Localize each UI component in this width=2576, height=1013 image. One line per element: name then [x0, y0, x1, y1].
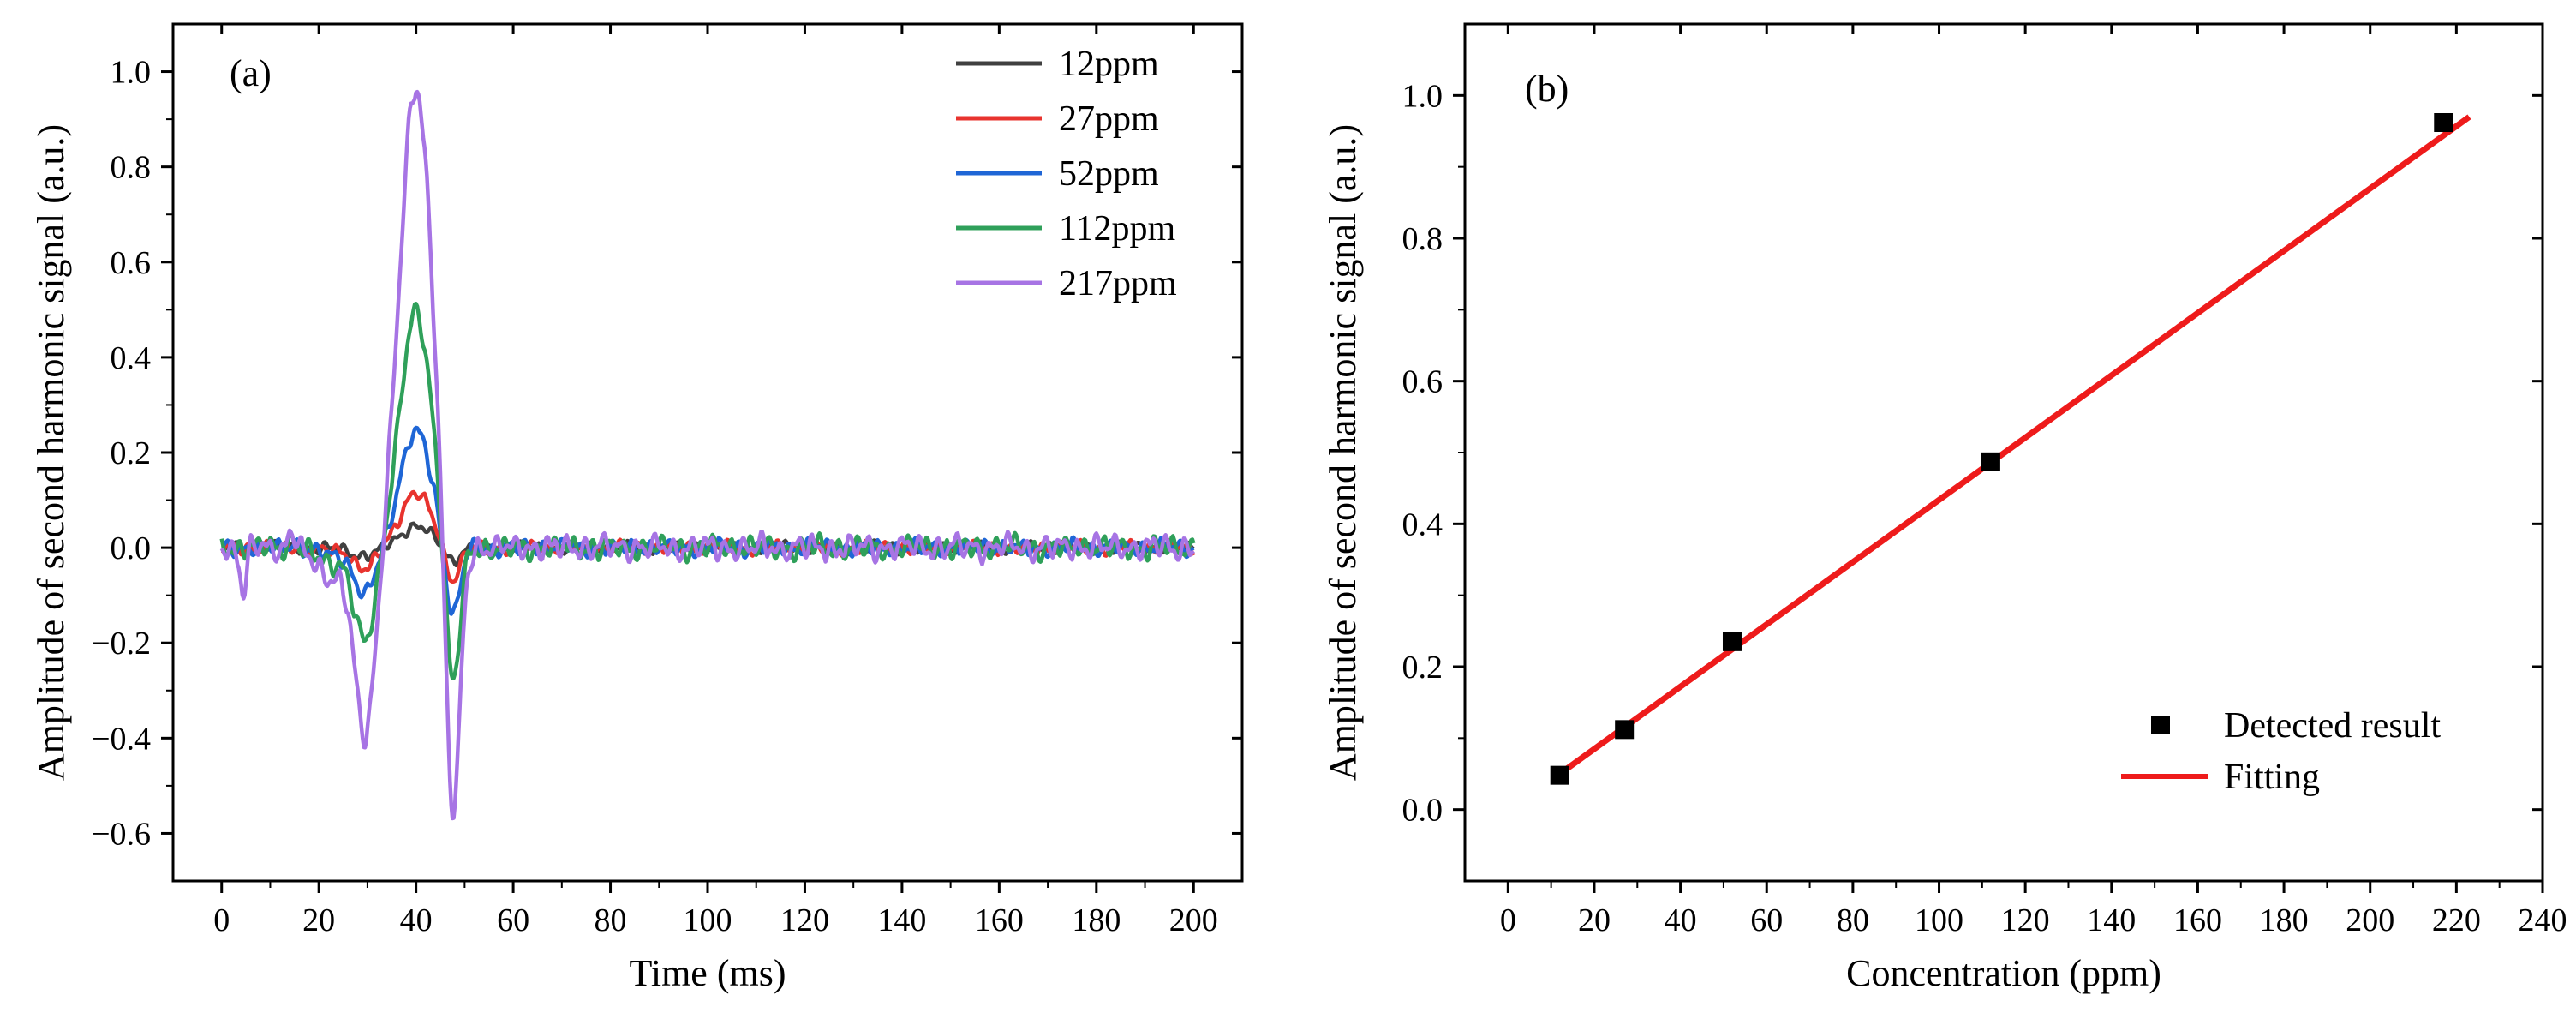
x-axis-title: Time (ms): [630, 952, 786, 994]
x-tick-label: 40: [1665, 902, 1697, 938]
data-point: [2434, 113, 2453, 132]
y-tick-label: 0.6: [111, 245, 152, 281]
data-point: [1550, 765, 1569, 785]
x-tick-label: 160: [2173, 902, 2222, 938]
y-tick-label: 0.4: [111, 340, 152, 376]
y-axis-title: Amplitude of second harmonic signal (a.u…: [1322, 124, 1364, 781]
legend-label-52ppm: 52ppm: [1059, 154, 1159, 194]
series-line-217ppm: [219, 89, 1195, 821]
legend-label-12ppm: 12ppm: [1059, 45, 1159, 84]
y-tick-label: 0.6: [1402, 364, 1443, 400]
x-tick-label: 240: [2519, 902, 2567, 938]
y-tick-label: 0.2: [1402, 650, 1443, 686]
legend-label-fitting: Fitting: [2224, 758, 2320, 797]
series-line-112ppm: [219, 301, 1196, 680]
x-tick-label: 100: [684, 902, 732, 938]
x-tick-label: 80: [595, 902, 627, 938]
x-axis-title: Concentration (ppm): [1846, 952, 2161, 994]
legend-label-217ppm: 217ppm: [1059, 264, 1177, 303]
y-tick-label: 1.0: [111, 55, 152, 91]
x-tick-label: 180: [1072, 902, 1121, 938]
x-tick-label: 60: [1750, 902, 1783, 938]
plot-frame: [171, 22, 1244, 883]
x-tick-label: 160: [975, 902, 1024, 938]
data-point: [1722, 632, 1742, 651]
legend-label-27ppm: 27ppm: [1059, 99, 1159, 139]
fit-line: [1557, 114, 2471, 776]
x-tick-label: 220: [2432, 902, 2481, 938]
x-tick-label: 80: [1837, 902, 1869, 938]
x-tick-label: 140: [2087, 902, 2136, 938]
y-tick-label: 1.0: [1402, 78, 1443, 114]
y-tick-label: −0.6: [92, 816, 151, 852]
x-tick-label: 40: [400, 902, 433, 938]
x-tick-label: 200: [1169, 902, 1218, 938]
y-axis-title: Amplitude of second harmonic signal (a.u…: [30, 124, 72, 781]
x-tick-label: 100: [1915, 902, 1963, 938]
y-tick-label: −0.4: [92, 721, 151, 757]
y-tick-label: 0.8: [1402, 221, 1443, 257]
data-point: [1981, 452, 2000, 471]
x-tick-label: 20: [302, 902, 335, 938]
series-line-52ppm: [220, 425, 1195, 616]
y-tick-label: 0.2: [111, 435, 152, 471]
y-tick-label: 0.4: [1402, 506, 1443, 542]
x-tick-label: 180: [2260, 902, 2309, 938]
data-point: [1615, 720, 1635, 740]
x-tick-label: 120: [780, 902, 829, 938]
y-tick-label: 0.0: [111, 530, 152, 566]
panel-a-time-series-chart: 0 20 40 60 80 100 120 140 160 180 200 −0.6 −0.4 −0.2 0…: [30, 22, 1244, 994]
x-tick-label: 20: [1578, 902, 1611, 938]
x-tick-label: 120: [2001, 902, 2050, 938]
x-tick-label: 0: [1500, 902, 1516, 938]
panel-label: (b): [1525, 68, 1569, 110]
x-tick-label: 0: [213, 902, 230, 938]
y-tick-label: 0.0: [1402, 793, 1443, 829]
x-tick-label: 140: [877, 902, 926, 938]
legend-label-112ppm: 112ppm: [1059, 209, 1175, 249]
legend-marker-detected-result: [2151, 716, 2170, 734]
panel-b-calibration-chart: 0 20 40 60 80 100 120 140 160 180 200 220 240 0.0 0.2 0…: [1322, 22, 2567, 994]
x-tick-label: 200: [2346, 902, 2394, 938]
x-tick-label: 60: [497, 902, 529, 938]
legend-label-detected-result: Detected result: [2224, 706, 2441, 746]
y-tick-label: −0.2: [92, 626, 151, 662]
y-tick-label: 0.8: [111, 150, 152, 186]
panel-label: (a): [230, 52, 272, 94]
